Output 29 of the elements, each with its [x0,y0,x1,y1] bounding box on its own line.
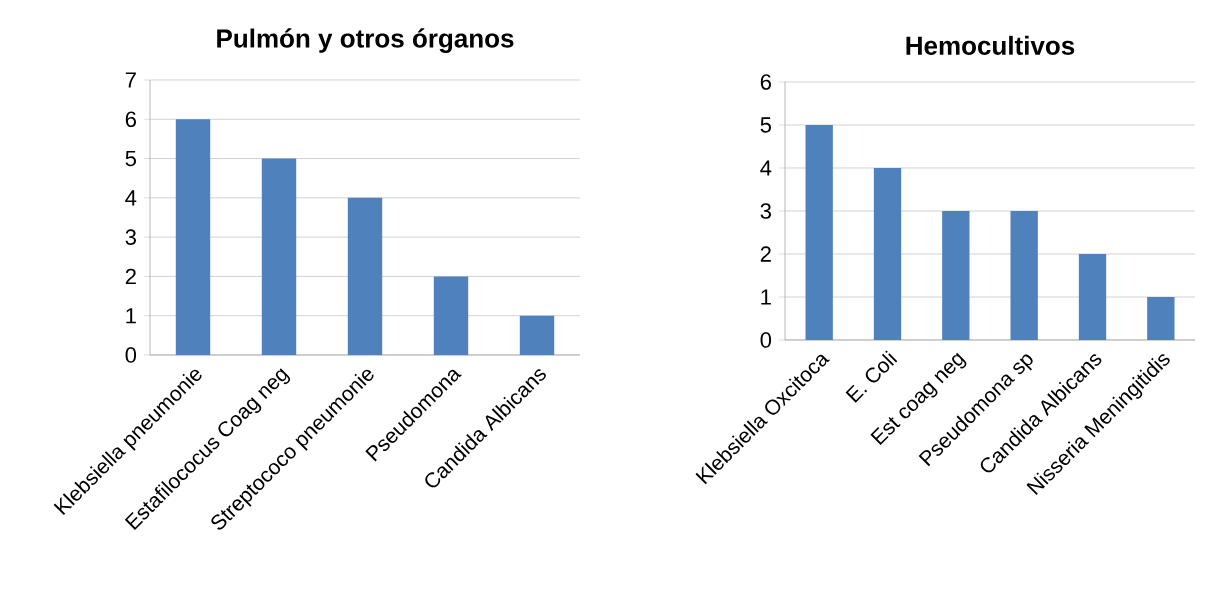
y-tick-label: 7 [125,72,136,88]
bar [175,119,211,355]
chart-title: Pulmón y otros órganos [217,28,514,53]
bar [1147,296,1175,340]
y-tick-label: 2 [125,268,136,285]
bar [347,197,383,355]
y-tick-label: 5 [125,150,136,167]
y-tick-label: 3 [125,229,136,245]
bar [433,276,469,355]
y-tick-label: 2 [760,246,771,262]
chart-title: Hemocultivos [906,35,1075,55]
y-tick-label: 6 [125,111,136,128]
y-tick-label: 3 [760,203,771,219]
bar [1010,210,1038,340]
bar [873,167,902,340]
y-tick-label: 1 [761,289,771,305]
bar [942,210,970,340]
y-tick-label: 4 [760,160,772,176]
y-tick-label: 4 [125,190,137,206]
bar [805,124,833,340]
y-tick-label: 1 [126,308,136,324]
bar [1078,253,1107,340]
y-tick-label: 6 [760,74,771,90]
y-tick-label: 0 [125,347,137,363]
y-tick-label: 0 [760,332,772,348]
bar [261,158,297,355]
bar [519,315,555,355]
x-tick-label: E. Coli [845,350,898,403]
y-tick-label: 5 [760,117,771,133]
